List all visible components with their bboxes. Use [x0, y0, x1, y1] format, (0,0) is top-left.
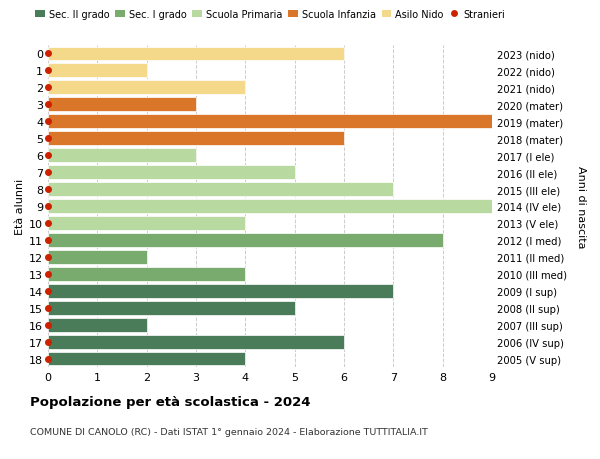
Bar — [48, 267, 245, 281]
Bar — [48, 217, 245, 230]
Bar — [48, 250, 146, 264]
Bar — [48, 81, 245, 95]
Bar — [48, 149, 196, 163]
Text: Popolazione per età scolastica - 2024: Popolazione per età scolastica - 2024 — [30, 395, 311, 408]
Bar — [48, 200, 492, 213]
Bar — [48, 115, 492, 129]
Bar — [48, 234, 443, 247]
Bar — [48, 166, 295, 179]
Legend: Sec. II grado, Sec. I grado, Scuola Primaria, Scuola Infanzia, Asilo Nido, Stran: Sec. II grado, Sec. I grado, Scuola Prim… — [31, 6, 509, 23]
Bar — [48, 64, 146, 78]
Y-axis label: Anni di nascita: Anni di nascita — [577, 165, 586, 248]
Bar — [48, 352, 245, 366]
Text: COMUNE DI CANOLO (RC) - Dati ISTAT 1° gennaio 2024 - Elaborazione TUTTITALIA.IT: COMUNE DI CANOLO (RC) - Dati ISTAT 1° ge… — [30, 427, 428, 436]
Bar — [48, 284, 394, 298]
Bar — [48, 47, 344, 62]
Bar — [48, 318, 146, 332]
Bar — [48, 183, 394, 196]
Bar — [48, 132, 344, 146]
Y-axis label: Età alunni: Età alunni — [15, 179, 25, 235]
Bar — [48, 301, 295, 315]
Bar — [48, 335, 344, 349]
Bar — [48, 98, 196, 112]
